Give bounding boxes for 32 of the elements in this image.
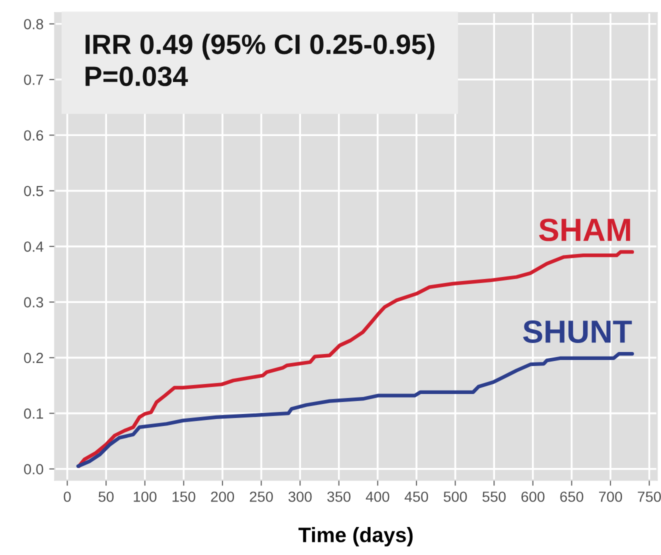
x-tick-label: 0 xyxy=(64,492,71,502)
x-tick-label: 450 xyxy=(404,492,428,502)
y-tick-label: 0.4 xyxy=(24,242,44,252)
x-tick-label: 300 xyxy=(288,492,312,502)
y-tick-label: 0.5 xyxy=(24,186,44,196)
series-label: SHAM xyxy=(539,218,630,242)
x-tick-label: 250 xyxy=(250,492,273,502)
y-tick-label: 0.2 xyxy=(24,352,44,364)
x-tick-label: 100 xyxy=(134,492,156,502)
y-tick-label: 0.3 xyxy=(24,297,44,308)
x-axis-title: Time (days) xyxy=(298,527,413,546)
x-tick-label: 500 xyxy=(444,492,467,502)
y-tick-label: 0.0 xyxy=(24,464,44,474)
x-tick-label: 750 xyxy=(638,492,661,502)
x-tick-label: 650 xyxy=(560,492,584,502)
line-series xyxy=(76,352,634,468)
x-tick-label: 50 xyxy=(98,492,114,502)
y-tick-label: 0.1 xyxy=(24,408,44,419)
series-label: SHUNT xyxy=(523,320,632,343)
x-tick-label: 600 xyxy=(521,492,544,502)
y-tick-label: 0.8 xyxy=(24,18,44,30)
x-tick-label: 200 xyxy=(211,492,234,502)
x-tick-label: 150 xyxy=(172,492,196,502)
x-tick-label: 350 xyxy=(327,492,350,502)
x-tick-label: 400 xyxy=(366,492,390,502)
x-tick-label: 700 xyxy=(599,492,622,502)
line-series xyxy=(77,250,634,468)
x-tick-label: 550 xyxy=(482,492,506,502)
y-tick-label: 0.6 xyxy=(24,130,44,141)
y-tick-label: 0.7 xyxy=(24,74,44,85)
annotation: IRR 0.49 (95% CI 0.25-0.95) xyxy=(86,34,434,60)
annotation: P=0.034 xyxy=(86,66,188,86)
